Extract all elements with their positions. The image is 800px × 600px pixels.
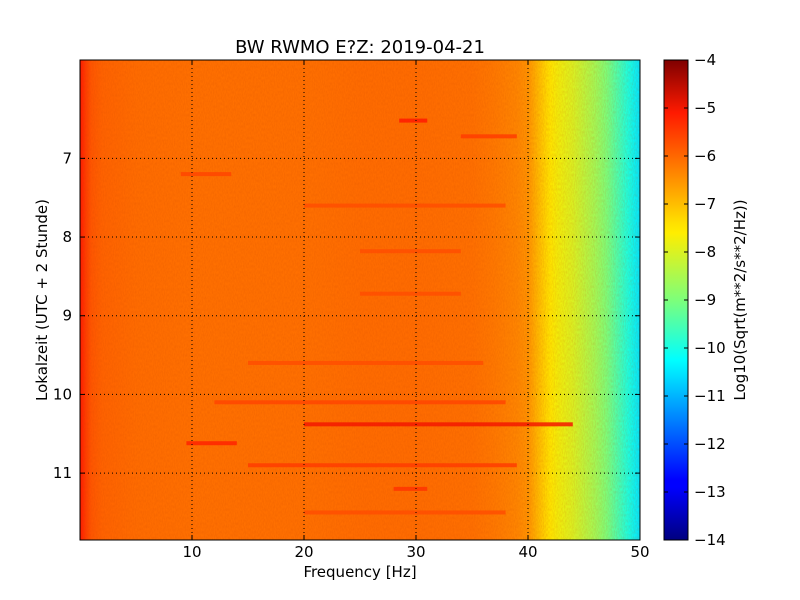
y-tick-label: 11 (53, 464, 72, 482)
spectral-band (304, 422, 573, 427)
spectral-band (399, 118, 428, 123)
y-axis-label: Lokalzeit (UTC + 2 Stunde) (33, 199, 51, 401)
y-tick-label: 9 (62, 307, 72, 325)
spectral-band (360, 249, 461, 254)
x-tick-label: 40 (518, 543, 537, 561)
x-tick-label: 20 (294, 543, 313, 561)
colorbar-tick-label: −6 (694, 147, 716, 165)
spectral-band (304, 203, 506, 208)
colorbar-tick-label: −8 (694, 243, 716, 261)
colorbar-tick-label: −10 (694, 339, 726, 357)
colorbar-tick-label: −14 (694, 531, 726, 549)
colorbar-tick-label: −4 (694, 51, 716, 69)
colorbar: −4 −5 −6 −7 −8 −9 −10 −11 −12 −13 −14 Log10(Sqrt(m… (663, 51, 749, 549)
colorbar-tick-label: −5 (694, 99, 716, 117)
spectrogram-image (80, 60, 640, 540)
y-tick-label: 10 (53, 385, 72, 403)
colorbar-tick-label: −11 (694, 387, 726, 405)
chart-title: BW RWMO E?Z: 2019-04-21 (235, 37, 485, 58)
spectral-band (186, 441, 237, 446)
colorbar-tick-label: −13 (694, 483, 726, 501)
x-axis-label: Frequency [Hz] (303, 563, 416, 581)
spectral-band (248, 360, 484, 365)
colorbar-tick-label: −12 (694, 435, 726, 453)
y-tick-label: 8 (62, 228, 72, 246)
colorbar-tick-label: −9 (694, 291, 716, 309)
spectral-band (248, 463, 517, 468)
spectral-band (180, 172, 232, 177)
spectral-band (393, 486, 428, 491)
x-tick-label: 50 (630, 543, 649, 561)
plot-area (79, 59, 641, 541)
spectral-band (360, 291, 461, 296)
colorbar-tick-label: −7 (694, 195, 716, 213)
x-tick-label: 30 (406, 543, 425, 561)
y-tick-label: 7 (62, 149, 72, 167)
x-tick-label: 10 (182, 543, 201, 561)
spectral-band (214, 400, 506, 405)
spectral-band (460, 134, 517, 139)
colorbar-label: Log10(Sqrt(m**2/s**2/Hz)) (731, 199, 749, 400)
spectral-band (304, 510, 506, 515)
